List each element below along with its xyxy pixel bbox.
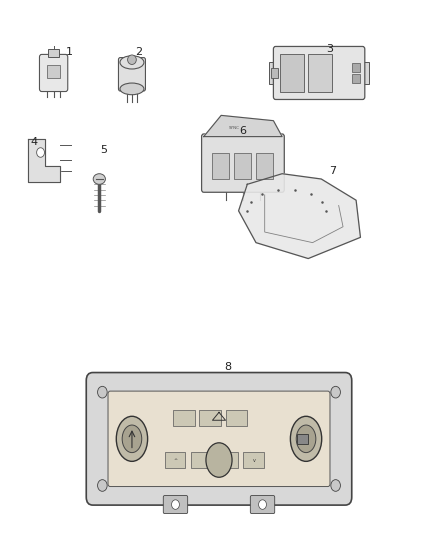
Bar <box>226 410 247 425</box>
Text: 6: 6 <box>240 126 247 136</box>
Ellipse shape <box>37 148 45 157</box>
Bar <box>280 54 304 92</box>
Ellipse shape <box>116 416 148 462</box>
Text: 7: 7 <box>328 166 336 176</box>
Bar <box>308 54 332 92</box>
Text: 8: 8 <box>224 362 231 372</box>
Bar <box>217 452 238 468</box>
Text: ^: ^ <box>173 457 177 463</box>
Bar <box>48 49 59 57</box>
FancyBboxPatch shape <box>118 58 145 91</box>
Ellipse shape <box>98 386 107 398</box>
FancyBboxPatch shape <box>163 496 187 514</box>
Bar <box>352 74 360 83</box>
Bar <box>352 63 360 72</box>
Ellipse shape <box>206 443 232 477</box>
Text: 5: 5 <box>100 145 107 155</box>
Bar <box>199 410 221 425</box>
Bar <box>269 62 276 84</box>
Bar <box>212 152 229 179</box>
Polygon shape <box>204 115 282 136</box>
Ellipse shape <box>120 83 144 95</box>
Bar <box>234 152 251 179</box>
Ellipse shape <box>258 500 266 510</box>
Ellipse shape <box>127 55 136 64</box>
Bar <box>173 410 195 425</box>
Bar <box>47 65 60 78</box>
Polygon shape <box>239 174 360 259</box>
Ellipse shape <box>290 416 322 462</box>
Text: 1: 1 <box>65 47 72 56</box>
Text: SYNC: SYNC <box>229 126 240 130</box>
FancyBboxPatch shape <box>108 391 330 487</box>
Ellipse shape <box>296 425 316 453</box>
Bar <box>271 68 278 78</box>
Ellipse shape <box>120 56 144 69</box>
Text: 4: 4 <box>31 137 38 147</box>
Ellipse shape <box>122 425 142 453</box>
Text: 2: 2 <box>135 47 142 56</box>
FancyBboxPatch shape <box>201 134 284 192</box>
Text: 3: 3 <box>326 44 333 54</box>
Polygon shape <box>28 139 60 182</box>
Bar <box>243 452 264 468</box>
Ellipse shape <box>98 480 107 491</box>
FancyBboxPatch shape <box>273 46 365 100</box>
Ellipse shape <box>93 174 106 184</box>
FancyBboxPatch shape <box>86 373 352 505</box>
Bar <box>363 62 369 84</box>
Bar <box>256 152 272 179</box>
Ellipse shape <box>331 386 340 398</box>
Text: v: v <box>252 457 255 463</box>
Bar <box>191 452 212 468</box>
Ellipse shape <box>331 480 340 491</box>
Bar <box>165 452 185 468</box>
Ellipse shape <box>172 500 180 510</box>
FancyBboxPatch shape <box>251 496 275 514</box>
Bar <box>297 433 308 444</box>
FancyBboxPatch shape <box>39 54 68 92</box>
